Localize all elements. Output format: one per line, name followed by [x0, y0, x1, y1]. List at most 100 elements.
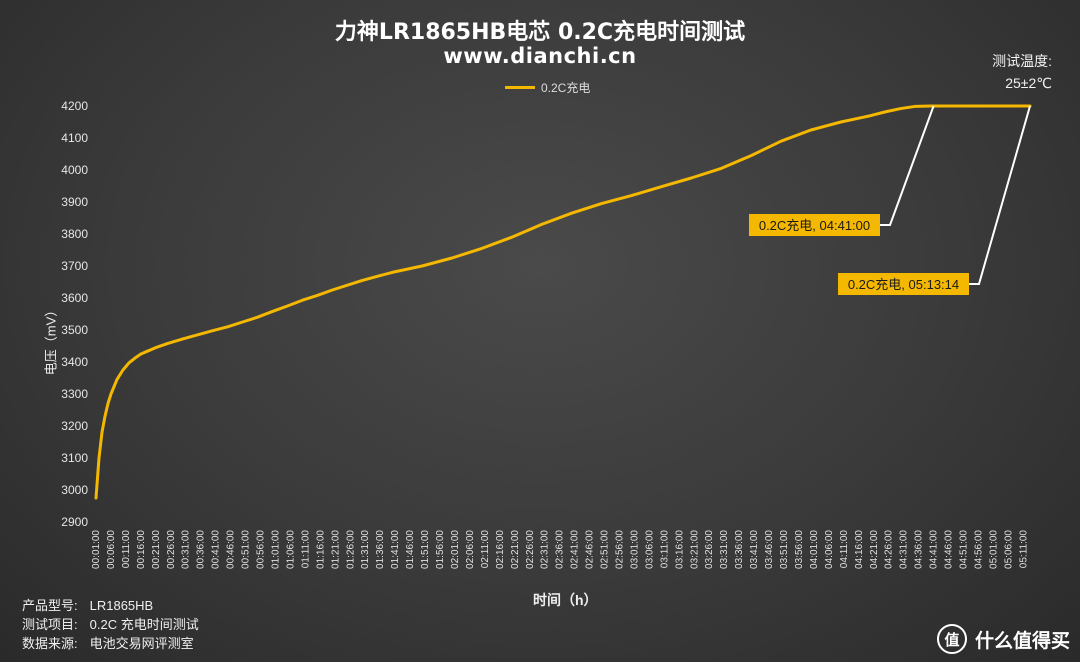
callout-leader-line — [969, 105, 1031, 285]
x-tick-label: 03:01:00 — [629, 530, 640, 569]
legend: 0.2C充电 — [505, 79, 590, 96]
x-tick-label: 03:06:00 — [644, 530, 655, 569]
y-tick-label: 4000 — [61, 163, 88, 177]
x-tick-label: 00:31:00 — [181, 530, 192, 569]
chart-title: 力神LR1865HB电芯 0.2C充电时间测试 — [334, 20, 746, 45]
y-tick-group: 2900 3000 3100 3200 3300 3400 3500 3600 3700 3800… — [61, 99, 88, 529]
y-tick-label: 2900 — [61, 515, 88, 529]
x-tick-label: 02:01:00 — [450, 530, 461, 569]
x-tick-label: 00:51:00 — [241, 530, 252, 569]
x-tick-label: 05:11:00 — [1018, 530, 1029, 569]
x-tick-label: 05:01:00 — [988, 530, 999, 569]
y-tick-label: 3500 — [61, 323, 88, 337]
x-tick-group: 00:01:00 00:06:00 00:11:00 00:16:00 00:21:00… — [91, 530, 1029, 569]
x-tick-label: 02:16:00 — [495, 530, 506, 569]
x-tick-label: 00:16:00 — [136, 530, 147, 569]
x-tick-label: 03:16:00 — [674, 530, 685, 569]
x-tick-label: 01:51:00 — [420, 530, 431, 569]
y-tick-label: 3900 — [61, 195, 88, 209]
x-tick-label: 02:21:00 — [510, 530, 521, 569]
legend-label: 0.2C充电 — [541, 81, 591, 95]
x-tick-label: 01:41:00 — [390, 530, 401, 569]
x-tick-label: 00:56:00 — [256, 530, 267, 569]
x-tick-label: 04:11:00 — [839, 530, 850, 569]
info-row-model: 产品型号: LR1865HB — [22, 596, 199, 615]
x-tick-label: 01:21:00 — [330, 530, 341, 569]
x-tick-label: 00:41:00 — [211, 530, 222, 569]
info-item-label: 测试项目: — [22, 617, 78, 632]
x-tick-label: 00:01:00 — [91, 530, 102, 569]
x-tick-label: 02:41:00 — [570, 530, 581, 569]
info-source-value: 电池交易网评测室 — [89, 636, 194, 651]
x-tick-label: 00:46:00 — [226, 530, 237, 569]
x-tick-label: 01:16:00 — [315, 530, 326, 569]
x-tick-label: 04:26:00 — [884, 530, 895, 569]
x-tick-label: 04:56:00 — [973, 530, 984, 569]
x-tick-label: 02:46:00 — [585, 530, 596, 569]
x-tick-label: 03:21:00 — [689, 530, 700, 569]
y-tick-label: 3600 — [61, 291, 88, 305]
y-tick-label: 4100 — [61, 131, 88, 145]
x-tick-label: 02:51:00 — [600, 530, 611, 569]
y-tick-label: 3800 — [61, 227, 88, 241]
info-row-item: 测试项目: 0.2C 充电时间测试 — [22, 615, 199, 634]
x-tick-label: 04:36:00 — [914, 530, 925, 569]
x-tick-label: 04:46:00 — [944, 530, 955, 569]
y-tick-label: 3200 — [61, 419, 88, 433]
callout-group: 0.2C充电, 04:41:00 0.2C充电, 05:13:14 — [749, 105, 1031, 295]
y-tick-label: 3700 — [61, 259, 88, 273]
x-tick-label: 01:31:00 — [360, 530, 371, 569]
x-tick-label: 03:51:00 — [779, 530, 790, 569]
x-tick-label: 00:21:00 — [151, 530, 162, 569]
x-tick-label: 03:41:00 — [749, 530, 760, 569]
x-tick-label: 04:01:00 — [809, 530, 820, 569]
x-tick-label: 00:06:00 — [106, 530, 117, 569]
x-tick-label: 02:06:00 — [465, 530, 476, 569]
brand-watermark: 值 什么值得买 — [936, 624, 1070, 654]
info-source-label: 数据来源: — [22, 636, 78, 651]
callout-label: 0.2C充电, 05:13:14 — [848, 277, 959, 292]
x-tick-label: 00:36:00 — [196, 530, 207, 569]
x-tick-label: 02:56:00 — [614, 530, 625, 569]
info-model-label: 产品型号: — [22, 598, 78, 613]
callout-leader-line — [880, 105, 935, 226]
callout-label: 0.2C充电, 04:41:00 — [759, 218, 870, 233]
x-tick-label: 01:26:00 — [345, 530, 356, 569]
x-tick-label: 01:56:00 — [435, 530, 446, 569]
x-tick-label: 04:16:00 — [854, 530, 865, 569]
chart-subtitle: www.dianchi.cn — [443, 44, 637, 68]
x-tick-label: 00:11:00 — [121, 530, 132, 569]
x-axis-label: 时间（h） — [533, 592, 598, 608]
x-tick-label: 02:31:00 — [540, 530, 551, 569]
x-tick-label: 05:06:00 — [1003, 530, 1014, 569]
x-tick-label: 01:11:00 — [300, 530, 311, 569]
info-block: 产品型号: LR1865HB 测试项目: 0.2C 充电时间测试 数据来源: 电… — [22, 596, 199, 653]
series-line-charge — [94, 104, 1032, 500]
x-tick-label: 02:36:00 — [555, 530, 566, 569]
legend-swatch — [505, 86, 535, 89]
x-tick-label: 04:21:00 — [869, 530, 880, 569]
x-tick-label: 01:46:00 — [405, 530, 416, 569]
x-tick-label: 04:51:00 — [959, 530, 970, 569]
callout-box — [749, 214, 880, 236]
y-tick-label: 4200 — [61, 99, 88, 113]
x-tick-label: 02:11:00 — [480, 530, 491, 569]
brand-text: 什么值得买 — [974, 630, 1070, 652]
x-tick-label: 01:06:00 — [285, 530, 296, 569]
x-tick-label: 03:11:00 — [659, 530, 670, 569]
x-tick-label: 03:26:00 — [704, 530, 715, 569]
x-tick-label: 03:36:00 — [734, 530, 745, 569]
info-row-source: 数据来源: 电池交易网评测室 — [22, 634, 199, 653]
callout-box — [838, 273, 969, 295]
temperature-value: 25±2℃ — [1005, 75, 1052, 91]
y-tick-label: 3000 — [61, 483, 88, 497]
x-tick-label: 03:56:00 — [794, 530, 805, 569]
x-tick-label: 03:46:00 — [764, 530, 775, 569]
temperature-label: 测试温度: — [992, 53, 1052, 69]
x-tick-label: 00:26:00 — [166, 530, 177, 569]
x-tick-label: 01:01:00 — [270, 530, 281, 569]
x-tick-label: 04:31:00 — [899, 530, 910, 569]
y-tick-label: 3300 — [61, 387, 88, 401]
y-tick-label: 3100 — [61, 451, 88, 465]
